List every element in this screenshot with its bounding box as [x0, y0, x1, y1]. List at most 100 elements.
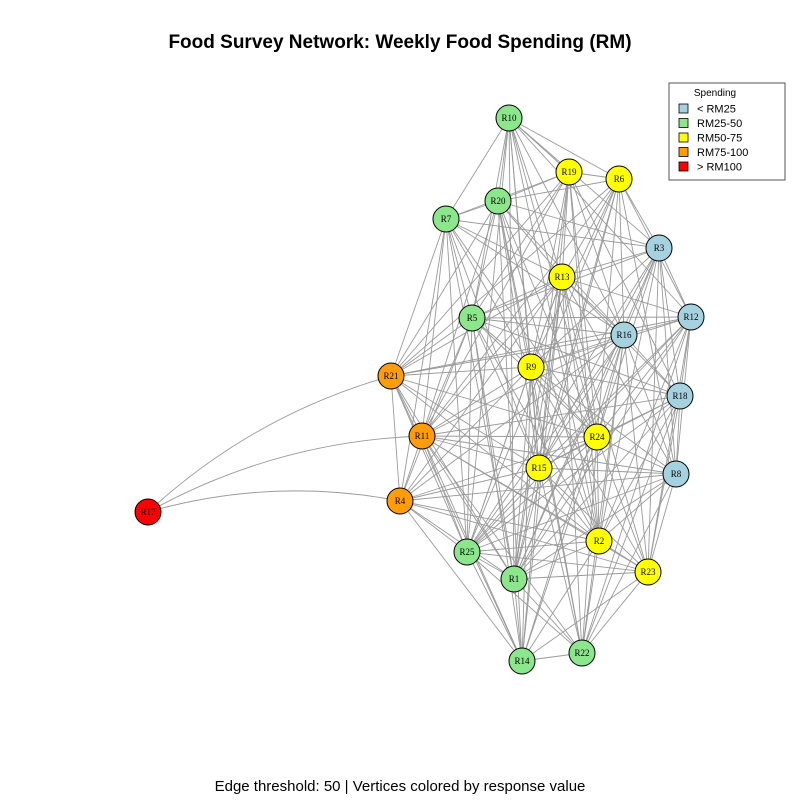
node-r2[interactable]: R2 [585, 527, 613, 555]
edge-r12-r21 [390, 316, 692, 377]
chart-caption: Edge threshold: 50 | Vertices colored by… [214, 778, 586, 795]
edge-r17-r21 [147, 375, 392, 513]
edge-r5-r1 [471, 317, 515, 580]
edge-r20-r5 [471, 200, 499, 319]
legend-items: < RM25 RM25-50 RM50-75 RM75-100 > RM100 [678, 103, 748, 174]
node-circle [500, 565, 528, 593]
legend-label: RM50-75 [697, 133, 742, 145]
node-r5[interactable]: R5 [458, 304, 486, 332]
edge-r21-r15 [390, 375, 540, 469]
node-label: R13 [554, 272, 570, 282]
edge-r4-r1 [399, 500, 515, 580]
node-r20[interactable]: R20 [484, 187, 512, 215]
edge-r6-r21 [390, 178, 620, 377]
edge-r18-r11 [421, 395, 681, 437]
edge-r10-r7 [445, 117, 510, 220]
edge-r10-r20 [497, 117, 510, 202]
node-circle [662, 460, 690, 488]
node-r11[interactable]: R11 [408, 422, 436, 450]
node-r7[interactable]: R7 [432, 205, 460, 233]
edge-r4-r25 [399, 500, 468, 553]
node-r4[interactable]: R4 [386, 487, 414, 515]
node-r25[interactable]: R25 [453, 538, 481, 566]
node-label: R16 [616, 330, 632, 340]
edge-r10-r12 [508, 117, 692, 318]
node-r3[interactable]: R3 [645, 234, 673, 262]
node-r12[interactable]: R12 [677, 303, 705, 331]
edge-r15-r2 [538, 467, 600, 542]
edge-r21-r4 [390, 375, 401, 502]
node-r22[interactable]: R22 [568, 639, 596, 667]
edge-r17-r4 [147, 490, 401, 513]
node-label: R10 [501, 113, 517, 123]
edge-r5-r21 [390, 317, 473, 377]
node-r21[interactable]: R21 [377, 362, 405, 390]
edge-r2-r25 [466, 540, 600, 553]
node-r9[interactable]: R9 [517, 353, 545, 381]
edge-r10-r3 [508, 117, 660, 249]
edge-r19-r15 [538, 171, 570, 469]
edge-r17-r11 [147, 435, 423, 513]
edge-r20-r22 [497, 200, 583, 654]
node-circle [677, 303, 705, 331]
edge-r20-r13 [497, 200, 563, 278]
node-label: R8 [671, 469, 682, 479]
edge-r19-r18 [568, 171, 681, 397]
node-label: R6 [614, 174, 625, 184]
node-label: R4 [395, 496, 406, 506]
node-label: R22 [574, 648, 589, 658]
node-r13[interactable]: R13 [548, 263, 576, 291]
edge-r24-r8 [596, 436, 677, 475]
edge-r9-r23 [530, 366, 649, 573]
edge-r13-r15 [538, 276, 563, 469]
legend: Spending < RM25 RM25-50 RM50-75 RM75-100 > R… [668, 82, 786, 181]
edge-r25-r14 [466, 551, 523, 662]
edge-r16-r21 [390, 334, 625, 377]
nodes-layer: R10 R19 R6 R20 R7 R3 R13 R5 R12 R16 R9 R21 R18 R11 R24… [134, 104, 705, 675]
edge-r20-r3 [497, 200, 660, 249]
edge-r3-r18 [658, 247, 681, 397]
node-r10[interactable]: R10 [495, 104, 523, 132]
node-label: R7 [441, 214, 452, 224]
legend-swatch [678, 103, 689, 114]
node-circle [508, 647, 536, 675]
edge-r9-r8 [530, 366, 677, 475]
edge-r8-r23 [647, 473, 677, 573]
node-circle [583, 423, 611, 451]
edge-r11-r23 [421, 435, 649, 573]
edge-r8-r2 [598, 473, 677, 542]
legend-item: RM50-75 [678, 133, 742, 145]
edge-r2-r1 [513, 540, 600, 580]
edge-r12-r22 [581, 316, 692, 654]
edge-r10-r6 [508, 117, 620, 180]
edge-r15-r22 [538, 467, 583, 654]
edge-r10-r5 [471, 117, 510, 319]
node-r19[interactable]: R19 [555, 158, 583, 186]
edge-r1-r22 [513, 578, 583, 654]
node-label: R9 [526, 362, 537, 372]
node-circle [605, 165, 633, 193]
node-r17[interactable]: R17 [134, 498, 162, 526]
edge-r15-r25 [466, 467, 540, 553]
edge-r6-r8 [618, 178, 677, 475]
node-r18[interactable]: R18 [666, 382, 694, 410]
edge-r12-r24 [596, 316, 692, 438]
edge-r16-r1 [513, 334, 625, 580]
node-r1[interactable]: R1 [500, 565, 528, 593]
node-label: R23 [640, 567, 656, 577]
node-r16[interactable]: R16 [610, 321, 638, 349]
node-r8[interactable]: R8 [662, 460, 690, 488]
chart-title: Food Survey Network: Weekly Food Spendin… [168, 32, 632, 53]
edge-r23-r1 [513, 571, 649, 580]
edge-r4-r23 [399, 500, 649, 573]
node-r6[interactable]: R6 [605, 165, 633, 193]
node-r23[interactable]: R23 [634, 558, 662, 586]
node-r24[interactable]: R24 [583, 423, 611, 451]
edge-r11-r15 [421, 435, 540, 469]
node-r15[interactable]: R15 [525, 454, 553, 482]
edge-r10-r25 [466, 117, 510, 553]
legend-label: RM25-50 [697, 118, 742, 130]
edge-r10-r13 [508, 117, 563, 278]
node-r14[interactable]: R14 [508, 647, 536, 675]
edge-r13-r16 [561, 276, 625, 336]
